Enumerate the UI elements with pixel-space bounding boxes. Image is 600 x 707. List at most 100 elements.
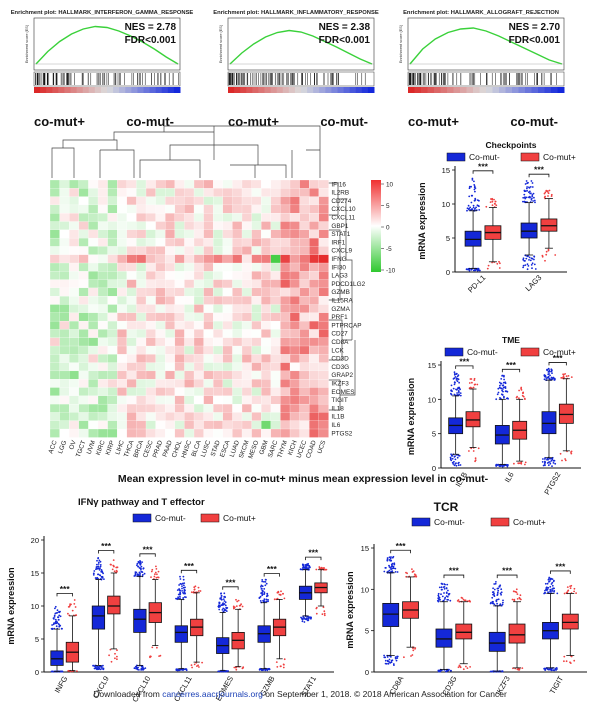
heatmap-cell (203, 304, 214, 314)
heatmap-cell (117, 304, 128, 314)
outlier-point (543, 378, 546, 381)
heatmap-cell (270, 213, 281, 222)
y-tick-label: 10 (31, 602, 39, 611)
significance-label: *** (184, 561, 195, 571)
heatmap-cell (126, 337, 137, 347)
heatmap-cell (78, 254, 89, 264)
outlier-point (437, 594, 440, 597)
outlier-point (437, 597, 440, 599)
heatmap-row-label: LAG3 (331, 273, 348, 280)
heatmap-cell (203, 395, 214, 405)
heatmap-cell (251, 287, 262, 297)
heatmap-cell (318, 320, 329, 330)
outlier-point (98, 559, 101, 562)
outlier-point (224, 601, 227, 604)
outlier-point (506, 464, 509, 466)
heatmap-cell (155, 420, 166, 430)
outlier-point (462, 668, 465, 671)
heatmap-cell (270, 379, 281, 388)
heatmap-cell (280, 271, 291, 280)
heatmap-cell (174, 279, 185, 289)
outlier-point (467, 268, 469, 271)
heatmap-cell (203, 362, 214, 372)
left-group-label: co-mut+ (408, 114, 459, 129)
heatmap-cell (97, 213, 108, 222)
heatmap-cell (251, 188, 262, 197)
heatmap-cell (280, 395, 291, 405)
outlier-point (116, 570, 118, 573)
heatmap-cell (136, 271, 147, 280)
outlier-point (501, 375, 503, 377)
heatmap-cell (309, 395, 320, 405)
heatmap-cell (78, 387, 89, 397)
outlier-point (502, 388, 504, 390)
heatmap-cell (107, 221, 118, 231)
outlier-point (459, 392, 462, 394)
outlier-point (140, 568, 142, 571)
heatmap-cell (136, 320, 147, 330)
outlier-point (454, 455, 456, 457)
heatmap-cell (232, 428, 243, 438)
outlier-point (472, 450, 475, 452)
outlier-point (464, 599, 467, 602)
outlier-point (260, 592, 262, 594)
outlier-point (67, 612, 69, 615)
heatmap-cell (203, 296, 214, 305)
outlier-point (471, 194, 474, 197)
outlier-point (542, 458, 544, 460)
rank-color-segment (551, 87, 558, 93)
outlier-point (533, 199, 536, 202)
heatmap-cell (126, 379, 137, 388)
heatmap-cell (49, 246, 60, 256)
outlier-point (546, 190, 549, 192)
outlier-point (496, 393, 499, 396)
outlier-point (492, 591, 495, 593)
outlier-point (201, 661, 204, 664)
heatmap-cell (136, 362, 147, 372)
outlier-point (282, 666, 285, 669)
outlier-point (97, 561, 100, 564)
rank-color-segment (252, 87, 259, 93)
heatmap-cell (222, 246, 233, 256)
outlier-point (561, 377, 563, 379)
rank-color-segment (149, 87, 157, 93)
outlier-point (261, 668, 264, 671)
heatmap-cell (174, 204, 185, 214)
outlier-point (490, 601, 492, 604)
outlier-point (383, 570, 386, 573)
outlier-point (53, 616, 56, 618)
outlier-point (491, 670, 494, 673)
outlier-point (551, 377, 554, 380)
heatmap-cell (88, 312, 99, 322)
outlier-point (283, 658, 286, 661)
outlier-point (471, 177, 474, 180)
heatmap-cell (184, 370, 195, 380)
outlier-point (239, 604, 242, 607)
heatmap-cell (193, 287, 204, 297)
outlier-point (182, 578, 185, 581)
heatmap-row-label: IL15RA (331, 298, 353, 305)
outlier-point (453, 383, 456, 386)
heatmap-cell (203, 213, 214, 222)
outlier-point (437, 600, 440, 603)
heatmap-cell (193, 329, 204, 339)
heatmap-cell (165, 428, 176, 438)
outlier-point (544, 374, 547, 377)
heatmap-cell (193, 237, 204, 247)
significance-label: *** (225, 577, 236, 587)
heatmap-cell (280, 229, 291, 239)
legend-label-comut-minus: Co-mut- (434, 517, 465, 527)
heatmap-cell (318, 279, 329, 289)
heatmap-cell (184, 320, 195, 330)
outlier-point (468, 207, 470, 210)
outlier-point (277, 590, 280, 593)
heatmap-cell (213, 221, 224, 231)
heatmap-cell (145, 370, 156, 380)
heatmap-cell (289, 403, 300, 413)
box-comut-minus (520, 222, 538, 239)
heatmap-cell (203, 271, 214, 280)
outlier-point (183, 596, 186, 598)
heatmap-cell (97, 337, 108, 347)
heatmap-cell (280, 304, 291, 314)
footer-link[interactable]: cancerres.aacrjournals.org (162, 689, 263, 699)
